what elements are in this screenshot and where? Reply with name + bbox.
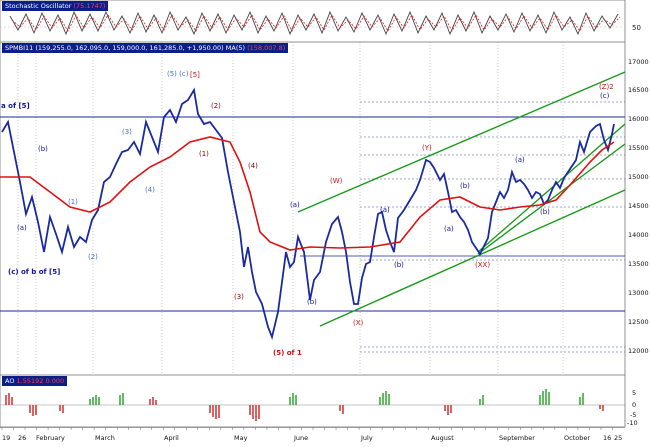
wave-label: (1) [199,150,209,158]
wave-label: a of [5] [1,102,30,110]
oscillator-title: AO 1.55192 0.000 [2,376,68,386]
y-tick-13000: 13000 [628,289,649,297]
x-label: August [431,434,454,442]
x-label: September [499,434,535,442]
y-tick-12000: 12000 [628,347,649,355]
y-tick-14000: 14000 [628,231,649,239]
osc-tick-5: 5 [632,389,636,397]
x-label: 19 [2,434,10,442]
stochastic-k-line [9,10,619,36]
stochastic-title: Stochastic Oscillator (75.1747) [2,1,109,11]
wave-label: (W) [330,177,343,185]
oscillator-panel[interactable]: 5 0 -5 -10 AO 1.55192 0.000 [0,374,650,428]
y-tick-17000: 17000 [628,58,649,66]
wave-labels: a of [5] (c) of b of [5] (5) of 1 (a) (b… [1,70,614,357]
x-label: June [293,434,308,442]
stochastic-title-text: Stochastic Oscillator [5,2,72,10]
y-tick-15000: 15000 [628,173,649,181]
x-label: 26 [18,434,26,442]
x-day-ticks [1,427,613,430]
wave-label: (3) [122,128,132,136]
oscillator-plot: 5 0 -5 -10 [0,374,650,428]
wave-label: (b) [460,182,470,190]
wave-label: (5) of 1 [273,349,302,357]
wave-label: (a) [515,156,525,164]
wave-label: (b) [540,208,550,216]
moving-average [0,136,615,251]
wave-label: (3) [234,293,244,301]
wave-label: (1) [68,198,78,206]
wave-label: (2) [88,253,98,261]
stochastic-tick-50: 50 [632,24,641,32]
stochastic-value: (75.1747) [73,2,106,10]
wave-label: (c) of b of [5] [8,268,60,276]
y-tick-12500: 12500 [628,318,649,326]
stochastic-panel[interactable]: 50 Stochastic Oscillator (75.1747) [0,0,650,43]
price-title-text: SPMBI11 (159,255.0, 162,095.0, 159,000.0… [5,44,224,52]
x-label: April [164,434,179,442]
x-axis-svg: 19 26 February March April May June July… [0,427,650,443]
osc-tick-minus10: -10 [627,419,638,427]
x-label: July [360,434,373,442]
wave-label: (XX) [475,261,490,269]
ma-value: (158,007.8) [247,44,286,52]
oscillator-histogram [5,389,604,421]
wave-label: (X) [353,319,364,327]
wave-label: (a) [444,225,454,233]
oscillator-value2: 0.000 [45,377,65,385]
y-tick-13500: 13500 [628,260,649,268]
stochastic-d-line [11,14,621,32]
osc-tick-minus5: -5 [630,411,636,419]
ma-label: MA(5) [225,44,246,52]
price-title: SPMBI11 (159,255.0, 162,095.0, 159,000.0… [2,43,289,53]
wave-label: (a) [17,224,27,232]
x-axis: 19 26 February March April May June July… [0,427,650,443]
wave-label: (4) [145,186,155,194]
reference-lines [360,101,625,353]
wave-label: (5) (c) [167,70,189,78]
oscillator-value: 1.55192 [16,377,44,385]
x-label: March [95,434,115,442]
osc-tick-0: 0 [632,401,636,409]
oscillator-axis: 5 0 -5 -10 [627,389,638,427]
wave-label: [5] [190,71,200,79]
wave-label: (a) [380,206,390,214]
channel-lines [297,71,626,327]
x-label: May [234,434,248,442]
x-label: 16 [603,434,611,442]
price-panel[interactable]: 17000 16500 16000 15500 15000 14500 1400… [0,41,650,376]
wave-label: (b) [307,298,317,306]
wave-label: (a) [290,201,300,209]
wave-label: (2) [211,102,221,110]
wave-label: (c) [600,92,610,100]
oscillator-title-text: AO [5,377,15,385]
wave-label: (4) [248,162,258,170]
wave-label: (Z)2 [599,83,614,91]
y-tick-15500: 15500 [628,144,649,152]
price-axis: 17000 16500 16000 15500 15000 14500 1400… [628,58,649,355]
price-plot: 17000 16500 16000 15500 15000 14500 1400… [0,41,650,376]
y-tick-16500: 16500 [628,86,649,94]
y-tick-16000: 16000 [628,115,649,123]
x-label: February [36,434,65,442]
wave-label: (Y) [422,144,432,152]
x-label: 25 [614,434,622,442]
wave-label: (b) [38,145,48,153]
price-series [1,87,615,340]
x-label: October [564,434,590,442]
y-tick-14500: 14500 [628,202,649,210]
wave-label: (b) [394,261,404,269]
